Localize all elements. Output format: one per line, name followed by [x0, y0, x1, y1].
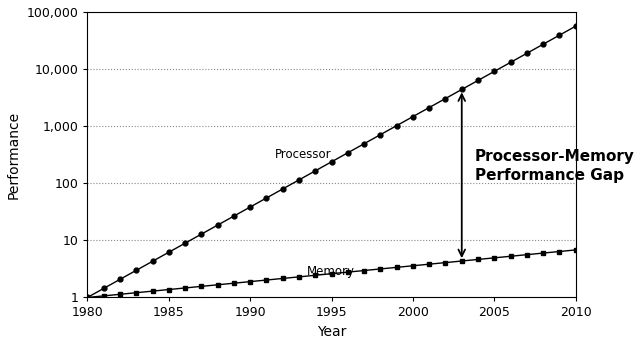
Y-axis label: Performance: Performance [7, 111, 21, 199]
X-axis label: Year: Year [317, 325, 346, 339]
Text: Memory: Memory [307, 265, 355, 278]
Text: Processor: Processor [275, 147, 332, 161]
Text: Processor-Memory
Performance Gap: Processor-Memory Performance Gap [475, 149, 635, 183]
